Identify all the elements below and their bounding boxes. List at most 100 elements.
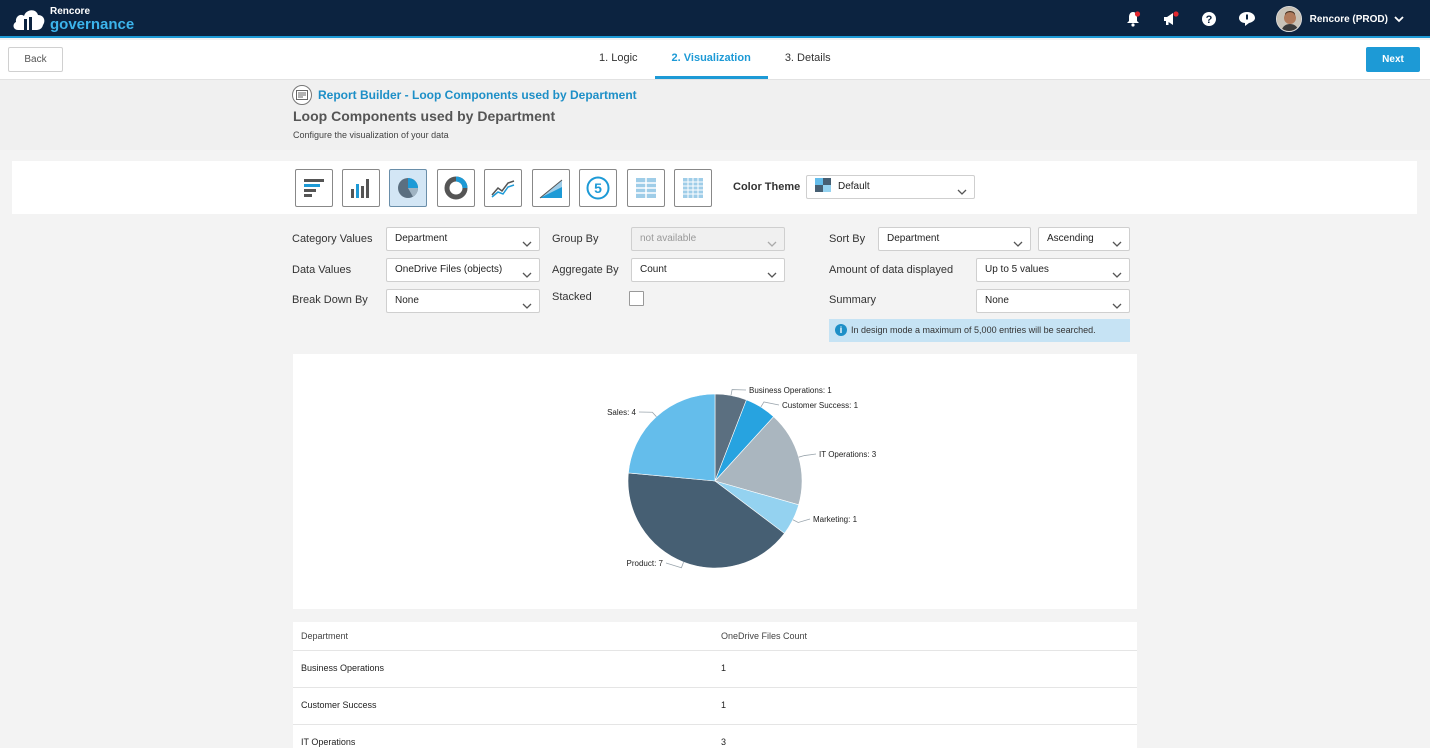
user-avatar[interactable] — [1275, 6, 1302, 32]
chevron-down-icon — [1112, 266, 1122, 288]
svg-text:5: 5 — [594, 180, 602, 196]
break-down-select[interactable]: None — [386, 289, 540, 313]
pie-data-label: Sales: 4 — [607, 408, 636, 417]
donut-chart-icon[interactable] — [437, 169, 475, 207]
top-navbar: Rencore governance ? Rencore (PROD) — [0, 0, 1430, 38]
info-message: i In design mode a maximum of 5,000 entr… — [829, 319, 1130, 342]
table-row: IT Operations 3 — [293, 725, 1137, 748]
sort-by-label: Sort By — [829, 233, 866, 245]
pie-slice-it-operations[interactable] — [714, 416, 803, 506]
data-values-value: OneDrive Files (objects) — [395, 264, 503, 275]
step-visualization[interactable]: 2. Visualization — [654, 40, 768, 79]
pie-label-connector — [665, 561, 684, 569]
summary-label: Summary — [829, 294, 877, 306]
table-cell: Business Operations — [301, 663, 385, 673]
pie-slice-sales[interactable] — [628, 393, 716, 482]
cloud-logo-icon — [12, 6, 46, 32]
feedback-chat-icon[interactable] — [1236, 8, 1258, 30]
announcement-megaphone-icon[interactable] — [1160, 8, 1182, 30]
help-icon[interactable]: ? — [1198, 8, 1220, 30]
page-subtitle: Configure the visualization of your data — [293, 130, 449, 140]
sort-by-select[interactable]: Department — [878, 227, 1031, 251]
next-button[interactable]: Next — [1366, 47, 1420, 72]
aggregate-by-select[interactable]: Count — [631, 258, 785, 282]
group-by-select: not available — [631, 227, 785, 251]
pie-slice-product[interactable] — [627, 472, 785, 569]
pie-label-connector — [760, 401, 780, 408]
category-values-label: Category Values — [292, 233, 373, 245]
back-button[interactable]: Back — [8, 47, 63, 72]
svg-text:?: ? — [1205, 14, 1212, 26]
pie-data-label: IT Operations: 3 — [819, 450, 877, 459]
horizontal-bar-chart-icon[interactable] — [295, 169, 333, 207]
wizard-steps: 1. Logic 2. Visualization 3. Details — [582, 40, 848, 79]
table-view-icon[interactable] — [627, 169, 665, 207]
chevron-down-icon — [522, 297, 532, 319]
amount-displayed-value: Up to 5 values — [985, 264, 1049, 275]
info-icon: i — [835, 324, 847, 336]
chevron-down-icon — [522, 235, 532, 257]
table-header-count[interactable]: OneDrive Files Count — [721, 631, 808, 641]
chevron-down-icon — [957, 183, 967, 205]
sort-order-select[interactable]: Ascending — [1038, 227, 1130, 251]
chevron-down-icon — [1112, 297, 1122, 319]
vertical-bar-chart-icon[interactable] — [342, 169, 380, 207]
chart-type-toolbar: 5 Color Theme Default — [12, 161, 1417, 214]
line-chart-icon[interactable] — [484, 169, 522, 207]
amount-displayed-select[interactable]: Up to 5 values — [976, 258, 1130, 282]
color-theme-value: Default — [838, 181, 870, 192]
table-cell: 3 — [721, 737, 727, 747]
grid-view-icon[interactable] — [674, 169, 712, 207]
table-cell: IT Operations — [301, 737, 356, 747]
data-table: Department OneDrive Files Count Business… — [293, 622, 1137, 748]
pie-label-connector — [730, 389, 747, 396]
color-theme-label: Color Theme — [733, 181, 801, 193]
area-chart-icon[interactable] — [532, 169, 570, 207]
amount-displayed-label: Amount of data displayed — [829, 264, 954, 276]
group-by-label: Group By — [552, 233, 599, 245]
theme-swatch-icon — [815, 178, 831, 192]
stacked-checkbox[interactable] — [629, 291, 644, 306]
wizard-bar: Back 1. Logic 2. Visualization 3. Detail… — [0, 40, 1430, 80]
category-values-value: Department — [395, 233, 448, 244]
table-row: Customer Success 1 — [293, 688, 1137, 725]
table-cell: 1 — [721, 700, 727, 710]
pie-label-connector — [638, 411, 657, 417]
step-logic[interactable]: 1. Logic — [599, 52, 638, 64]
chevron-down-icon — [767, 266, 777, 288]
table-cell: 1 — [721, 663, 727, 673]
logo-line1: Rencore — [50, 5, 91, 17]
pie-chart: Business Operations: 1 Customer Success: … — [607, 386, 877, 569]
data-values-select[interactable]: OneDrive Files (objects) — [386, 258, 540, 282]
pie-data-label: Business Operations: 1 — [749, 386, 832, 395]
info-text: In design mode a maximum of 5,000 entrie… — [851, 325, 1096, 335]
chevron-down-icon — [1013, 235, 1023, 257]
data-values-label: Data Values — [292, 264, 352, 276]
chevron-down-icon — [522, 266, 532, 288]
category-values-select[interactable]: Department — [386, 227, 540, 251]
notification-bell-icon[interactable] — [1122, 8, 1144, 30]
sort-by-value: Department — [887, 233, 940, 244]
report-icon — [292, 85, 312, 105]
rencore-logo[interactable]: Rencore governance — [12, 4, 134, 34]
page-title: Loop Components used by Department — [293, 108, 556, 124]
table-header-department[interactable]: Department — [301, 631, 349, 641]
pie-label-connector — [798, 453, 817, 458]
page-header: Report Builder - Loop Components used by… — [0, 80, 1430, 150]
summary-select[interactable]: None — [976, 289, 1130, 313]
sort-order-value: Ascending — [1047, 233, 1094, 244]
step-details[interactable]: 3. Details — [784, 52, 831, 64]
summary-value: None — [985, 295, 1009, 306]
pie-label-connector — [792, 518, 811, 523]
chevron-down-icon — [1112, 235, 1122, 257]
chevron-down-icon[interactable] — [1394, 12, 1404, 26]
group-by-value: not available — [640, 233, 697, 244]
breadcrumb-link[interactable]: Report Builder - Loop Components used by… — [318, 88, 637, 102]
chart-panel: Business Operations: 1 Customer Success: … — [293, 354, 1137, 609]
user-name[interactable]: Rencore (PROD) — [1309, 13, 1388, 25]
table-row: Business Operations 1 — [293, 651, 1137, 688]
number-kpi-icon[interactable]: 5 — [579, 169, 617, 207]
table-header-row: Department OneDrive Files Count — [293, 622, 1137, 651]
color-theme-select[interactable]: Default — [806, 175, 975, 199]
pie-chart-icon[interactable] — [389, 169, 427, 207]
